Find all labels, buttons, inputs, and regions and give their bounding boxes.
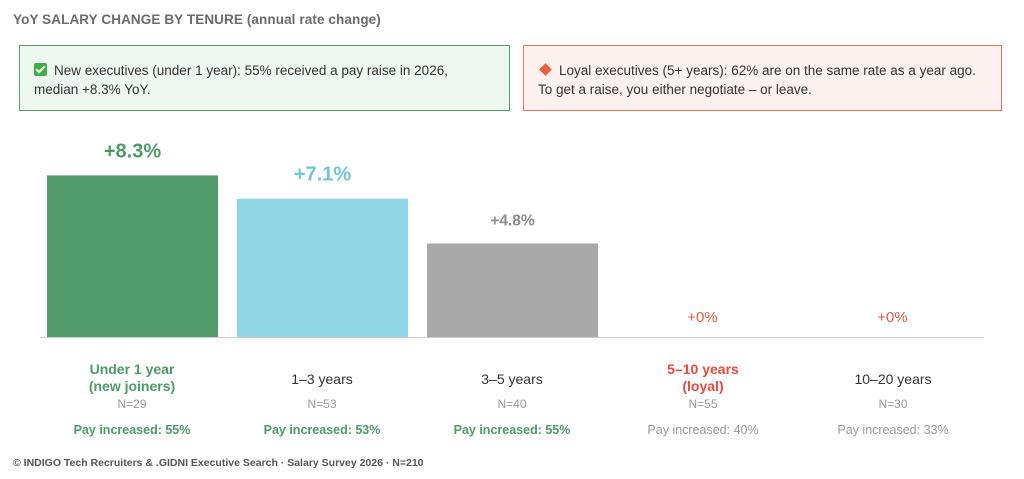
callout-green-text: New executives (under 1 year): 55% recei… xyxy=(34,63,448,97)
callout-loyal-executives: Loyal executives (5+ years): 62% are on … xyxy=(523,45,1002,111)
category-label: 3–5 years xyxy=(481,371,543,387)
bar-value-label-1: +7.1% xyxy=(294,164,351,186)
category-label: Under 1 year (new joiners) xyxy=(88,361,176,394)
category-10-20-years: 10–20 years N=30 Pay increased: 33% xyxy=(798,371,988,437)
category-3-5-years: 3–5 years N=40 Pay increased: 55% xyxy=(417,371,607,437)
source-footer: © INDIGO Tech Recruiters & .GIDNI Execut… xyxy=(13,457,424,469)
sample-size: N=53 xyxy=(307,397,337,411)
pay-increased: Pay increased: 40% xyxy=(647,423,759,437)
bar-2 xyxy=(427,243,598,337)
category-label: 5–10 years (loyal) xyxy=(667,361,739,394)
category-label: 1–3 years xyxy=(291,371,353,387)
chart-title: YoY SALARY CHANGE BY TENURE (annual rate… xyxy=(13,12,381,27)
bar-value-label-4: +0% xyxy=(877,309,907,326)
check-icon xyxy=(34,63,47,76)
category-under-1-year: Under 1 year (new joiners) N=29 Pay incre… xyxy=(37,361,227,437)
pay-increased: Pay increased: 53% xyxy=(263,423,381,437)
pay-increased: Pay increased: 55% xyxy=(73,423,191,437)
category-label: 10–20 years xyxy=(854,371,932,387)
bar-1 xyxy=(237,198,408,337)
bar-0 xyxy=(47,175,218,337)
callout-new-executives: New executives (under 1 year): 55% recei… xyxy=(19,45,510,111)
sample-size: N=30 xyxy=(878,397,908,411)
pay-increased: Pay increased: 55% xyxy=(453,423,571,437)
sample-size: N=29 xyxy=(117,397,147,411)
bar-value-label-0: +8.3% xyxy=(104,140,161,162)
sample-size: N=40 xyxy=(497,397,527,411)
category-5-10-years: 5–10 years (loyal) N=55 Pay increased: 40… xyxy=(608,361,798,437)
bar-value-label-3: +0% xyxy=(687,309,717,326)
callout-red-text: Loyal executives (5+ years): 62% are on … xyxy=(538,63,976,97)
category-1-3-years: 1–3 years N=53 Pay increased: 53% xyxy=(227,371,417,437)
pay-increased: Pay increased: 33% xyxy=(837,423,949,437)
bar-value-label-2: +4.8% xyxy=(490,213,535,230)
sample-size: N=55 xyxy=(688,397,718,411)
